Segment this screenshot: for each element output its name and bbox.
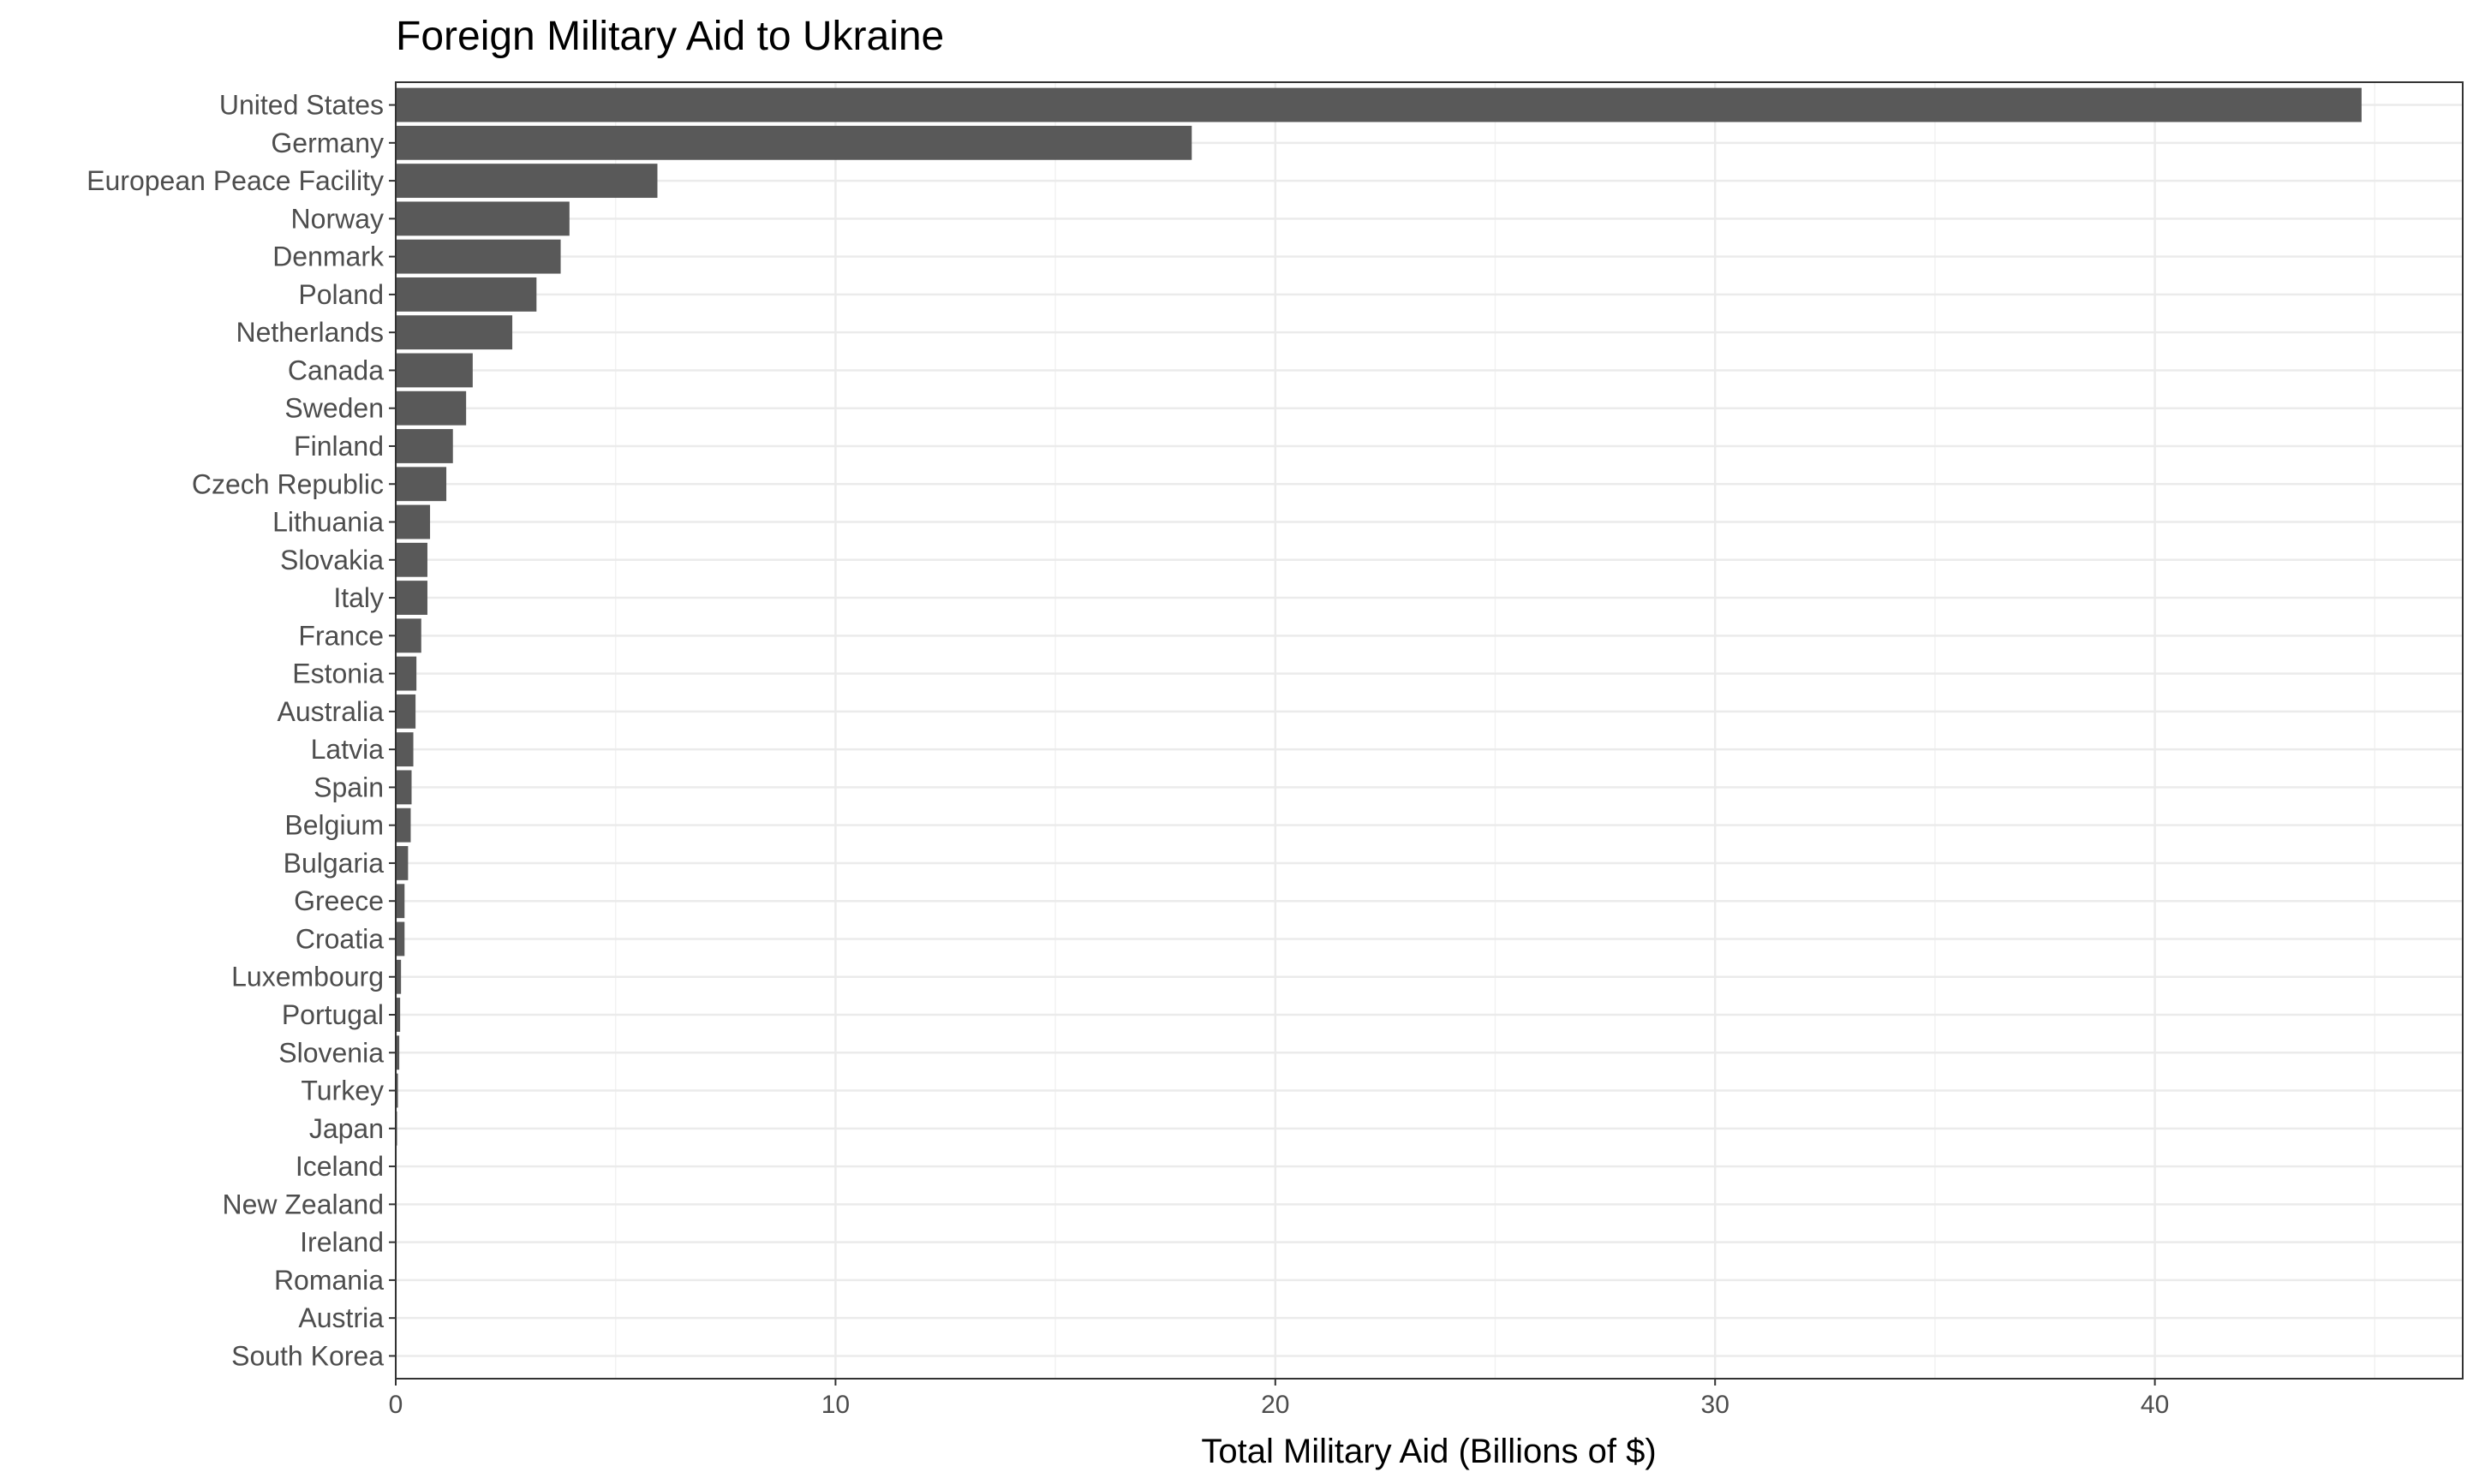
bar <box>396 808 411 843</box>
y-tick-label: Japan <box>309 1113 384 1144</box>
y-tick-label: Latvia <box>311 734 385 765</box>
y-tick-label: Portugal <box>282 999 384 1030</box>
bar <box>396 125 1192 160</box>
y-tick-label: Australia <box>278 696 385 727</box>
y-tick-label: Germany <box>271 128 384 158</box>
y-tick-label: Croatia <box>296 923 384 954</box>
y-tick-label: Netherlands <box>236 317 384 348</box>
bar <box>396 959 402 994</box>
y-tick-label: Bulgaria <box>284 848 385 879</box>
y-tick-label: Slovakia <box>280 545 384 575</box>
y-tick-label: Finland <box>294 431 384 462</box>
y-tick-label: Czech Republic <box>192 468 384 499</box>
bar <box>396 467 447 502</box>
bar <box>396 1035 400 1070</box>
y-tick-label: Luxembourg <box>231 962 384 992</box>
bar-layer <box>396 87 2362 1374</box>
y-tick-label: Sweden <box>284 393 384 424</box>
x-tick-label: 0 <box>389 1391 403 1419</box>
y-axis-labels: United States Germany European Peace Facil… <box>87 90 396 1371</box>
y-tick-label: Slovenia <box>278 1037 384 1068</box>
y-tick-label: New Zealand <box>222 1189 384 1219</box>
bar <box>396 87 2362 122</box>
y-tick-label: Lithuania <box>272 507 384 538</box>
y-tick-label: Turkey <box>301 1076 384 1106</box>
bar <box>396 694 416 729</box>
bar <box>396 732 414 767</box>
x-tick-label: 40 <box>2141 1391 2169 1419</box>
bar <box>396 164 658 199</box>
x-tick-label: 20 <box>1261 1391 1289 1419</box>
chart-title: Foreign Military Aid to Ukraine <box>396 14 944 59</box>
bar <box>396 846 409 880</box>
bar <box>396 390 467 426</box>
y-tick-label: France <box>298 620 384 651</box>
bar <box>396 770 412 805</box>
y-tick-label: South Korea <box>231 1340 384 1371</box>
y-tick-label: Norway <box>291 203 384 234</box>
bar <box>396 353 473 388</box>
bar <box>396 618 421 653</box>
grid-layer <box>394 82 2463 1379</box>
bar <box>396 201 570 236</box>
y-tick-label: European Peace Facility <box>87 165 384 196</box>
y-tick-label: Romania <box>274 1265 384 1296</box>
x-axis: 0 10 20 30 40 <box>389 1379 2169 1419</box>
y-tick-label: Spain <box>314 772 384 802</box>
bar <box>396 277 537 312</box>
bar <box>396 884 405 919</box>
panel-border <box>395 81 2464 1380</box>
y-tick-label: Italy <box>333 582 384 613</box>
y-tick-label: Canada <box>288 355 384 385</box>
bar <box>396 921 405 957</box>
bar <box>396 542 427 577</box>
y-tick-label: Greece <box>294 885 384 916</box>
x-tick-label: 30 <box>1701 1391 1729 1419</box>
bar <box>396 504 431 539</box>
bar <box>396 315 513 350</box>
bar <box>396 429 453 463</box>
y-tick-label: Poland <box>298 279 384 310</box>
x-tick-label: 10 <box>821 1391 850 1419</box>
y-tick-label: Belgium <box>284 810 384 841</box>
bar <box>396 581 427 615</box>
bar <box>396 656 417 691</box>
panel-background <box>396 82 2463 1379</box>
x-axis-title: Total Military Aid (Billions of $) <box>1201 1433 1656 1470</box>
y-tick-label: Ireland <box>300 1227 384 1258</box>
y-tick-label: Austria <box>298 1302 384 1333</box>
y-tick-label: Estonia <box>292 659 384 689</box>
y-tick-label: Iceland <box>296 1151 384 1182</box>
bar <box>396 239 561 274</box>
bar <box>396 1073 398 1108</box>
bar <box>396 998 401 1032</box>
y-tick-label: United States <box>219 90 384 121</box>
y-tick-label: Denmark <box>272 241 385 272</box>
